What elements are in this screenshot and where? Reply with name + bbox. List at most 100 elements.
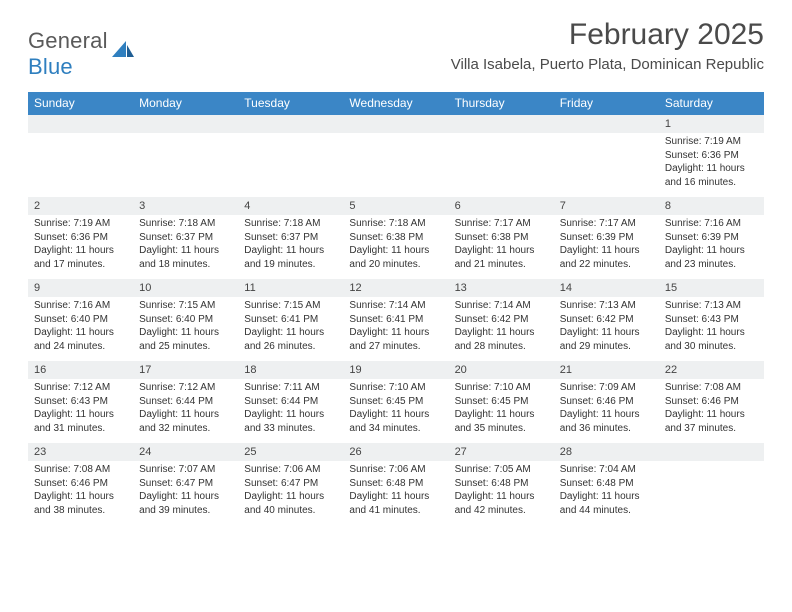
sunrise-text: Sunrise: 7:09 AM xyxy=(560,381,653,395)
weekday-header: Monday xyxy=(133,92,238,115)
day-number: 9 xyxy=(28,279,133,297)
sunset-text: Sunset: 6:44 PM xyxy=(244,395,337,409)
day-cell xyxy=(554,133,659,197)
daylight-text: Daylight: 11 hours and 22 minutes. xyxy=(560,244,653,271)
day-number: 4 xyxy=(238,197,343,215)
weekday-header: Thursday xyxy=(449,92,554,115)
day-cell: Sunrise: 7:07 AMSunset: 6:47 PMDaylight:… xyxy=(133,461,238,525)
day-number: 12 xyxy=(343,279,448,297)
day-cell: Sunrise: 7:15 AMSunset: 6:40 PMDaylight:… xyxy=(133,297,238,361)
day-number xyxy=(238,115,343,133)
day-cell xyxy=(238,133,343,197)
weekday-header: Tuesday xyxy=(238,92,343,115)
day-number: 5 xyxy=(343,197,448,215)
sunset-text: Sunset: 6:37 PM xyxy=(139,231,232,245)
day-cell: Sunrise: 7:06 AMSunset: 6:48 PMDaylight:… xyxy=(343,461,448,525)
calendar-grid: Sunday Monday Tuesday Wednesday Thursday… xyxy=(28,92,764,525)
daylight-text: Daylight: 11 hours and 35 minutes. xyxy=(455,408,548,435)
day-number: 1 xyxy=(659,115,764,133)
week-block: 232425262728Sunrise: 7:08 AMSunset: 6:46… xyxy=(28,443,764,525)
daylight-text: Daylight: 11 hours and 39 minutes. xyxy=(139,490,232,517)
daylight-text: Daylight: 11 hours and 32 minutes. xyxy=(139,408,232,435)
day-cell: Sunrise: 7:14 AMSunset: 6:42 PMDaylight:… xyxy=(449,297,554,361)
day-cell xyxy=(28,133,133,197)
day-cell: Sunrise: 7:08 AMSunset: 6:46 PMDaylight:… xyxy=(659,379,764,443)
day-number: 3 xyxy=(133,197,238,215)
day-cell: Sunrise: 7:13 AMSunset: 6:42 PMDaylight:… xyxy=(554,297,659,361)
day-cell: Sunrise: 7:10 AMSunset: 6:45 PMDaylight:… xyxy=(343,379,448,443)
daylight-text: Daylight: 11 hours and 37 minutes. xyxy=(665,408,758,435)
sunrise-text: Sunrise: 7:16 AM xyxy=(665,217,758,231)
sunrise-text: Sunrise: 7:05 AM xyxy=(455,463,548,477)
sunrise-text: Sunrise: 7:08 AM xyxy=(34,463,127,477)
day-cell: Sunrise: 7:05 AMSunset: 6:48 PMDaylight:… xyxy=(449,461,554,525)
logo-text-general: General xyxy=(28,28,108,53)
sunrise-text: Sunrise: 7:06 AM xyxy=(349,463,442,477)
sunset-text: Sunset: 6:46 PM xyxy=(665,395,758,409)
day-number-row: 9101112131415 xyxy=(28,279,764,297)
daylight-text: Daylight: 11 hours and 21 minutes. xyxy=(455,244,548,271)
sunrise-text: Sunrise: 7:14 AM xyxy=(455,299,548,313)
day-number: 21 xyxy=(554,361,659,379)
day-number: 19 xyxy=(343,361,448,379)
sunset-text: Sunset: 6:43 PM xyxy=(665,313,758,327)
sunrise-text: Sunrise: 7:04 AM xyxy=(560,463,653,477)
day-cell: Sunrise: 7:04 AMSunset: 6:48 PMDaylight:… xyxy=(554,461,659,525)
logo-text-blue: Blue xyxy=(28,54,73,79)
daylight-text: Daylight: 11 hours and 41 minutes. xyxy=(349,490,442,517)
daylight-text: Daylight: 11 hours and 27 minutes. xyxy=(349,326,442,353)
day-number-row: 2345678 xyxy=(28,197,764,215)
sunrise-text: Sunrise: 7:13 AM xyxy=(665,299,758,313)
logo: General Blue xyxy=(28,28,136,80)
day-number xyxy=(449,115,554,133)
sunrise-text: Sunrise: 7:18 AM xyxy=(244,217,337,231)
day-cell: Sunrise: 7:12 AMSunset: 6:44 PMDaylight:… xyxy=(133,379,238,443)
weekday-header: Friday xyxy=(554,92,659,115)
daylight-text: Daylight: 11 hours and 25 minutes. xyxy=(139,326,232,353)
sunrise-text: Sunrise: 7:12 AM xyxy=(34,381,127,395)
daylight-text: Daylight: 11 hours and 23 minutes. xyxy=(665,244,758,271)
day-number: 10 xyxy=(133,279,238,297)
day-number xyxy=(659,443,764,461)
sunset-text: Sunset: 6:46 PM xyxy=(34,477,127,491)
week-block: 9101112131415Sunrise: 7:16 AMSunset: 6:4… xyxy=(28,279,764,361)
day-cell: Sunrise: 7:16 AMSunset: 6:40 PMDaylight:… xyxy=(28,297,133,361)
day-cell: Sunrise: 7:12 AMSunset: 6:43 PMDaylight:… xyxy=(28,379,133,443)
daylight-text: Daylight: 11 hours and 33 minutes. xyxy=(244,408,337,435)
sunrise-text: Sunrise: 7:18 AM xyxy=(349,217,442,231)
week-row: Sunrise: 7:19 AMSunset: 6:36 PMDaylight:… xyxy=(28,215,764,279)
day-cell xyxy=(659,461,764,525)
week-row: Sunrise: 7:19 AMSunset: 6:36 PMDaylight:… xyxy=(28,133,764,197)
sunset-text: Sunset: 6:38 PM xyxy=(455,231,548,245)
daylight-text: Daylight: 11 hours and 34 minutes. xyxy=(349,408,442,435)
weekday-header: Sunday xyxy=(28,92,133,115)
sunset-text: Sunset: 6:45 PM xyxy=(349,395,442,409)
sunset-text: Sunset: 6:48 PM xyxy=(455,477,548,491)
sunrise-text: Sunrise: 7:18 AM xyxy=(139,217,232,231)
sunrise-text: Sunrise: 7:10 AM xyxy=(455,381,548,395)
day-cell: Sunrise: 7:18 AMSunset: 6:38 PMDaylight:… xyxy=(343,215,448,279)
daylight-text: Daylight: 11 hours and 24 minutes. xyxy=(34,326,127,353)
logo-text: General Blue xyxy=(28,28,108,80)
sunrise-text: Sunrise: 7:07 AM xyxy=(139,463,232,477)
sunrise-text: Sunrise: 7:19 AM xyxy=(665,135,758,149)
day-cell: Sunrise: 7:15 AMSunset: 6:41 PMDaylight:… xyxy=(238,297,343,361)
sunrise-text: Sunrise: 7:12 AM xyxy=(139,381,232,395)
sunset-text: Sunset: 6:41 PM xyxy=(244,313,337,327)
sunset-text: Sunset: 6:47 PM xyxy=(139,477,232,491)
sunrise-text: Sunrise: 7:17 AM xyxy=(560,217,653,231)
daylight-text: Daylight: 11 hours and 19 minutes. xyxy=(244,244,337,271)
daylight-text: Daylight: 11 hours and 26 minutes. xyxy=(244,326,337,353)
sunset-text: Sunset: 6:38 PM xyxy=(349,231,442,245)
week-block: 2345678Sunrise: 7:19 AMSunset: 6:36 PMDa… xyxy=(28,197,764,279)
sunset-text: Sunset: 6:39 PM xyxy=(665,231,758,245)
day-cell: Sunrise: 7:19 AMSunset: 6:36 PMDaylight:… xyxy=(28,215,133,279)
month-title: February 2025 xyxy=(451,18,764,52)
sunset-text: Sunset: 6:47 PM xyxy=(244,477,337,491)
day-number: 26 xyxy=(343,443,448,461)
week-row: Sunrise: 7:16 AMSunset: 6:40 PMDaylight:… xyxy=(28,297,764,361)
daylight-text: Daylight: 11 hours and 38 minutes. xyxy=(34,490,127,517)
sunset-text: Sunset: 6:42 PM xyxy=(560,313,653,327)
daylight-text: Daylight: 11 hours and 20 minutes. xyxy=(349,244,442,271)
day-cell: Sunrise: 7:17 AMSunset: 6:38 PMDaylight:… xyxy=(449,215,554,279)
